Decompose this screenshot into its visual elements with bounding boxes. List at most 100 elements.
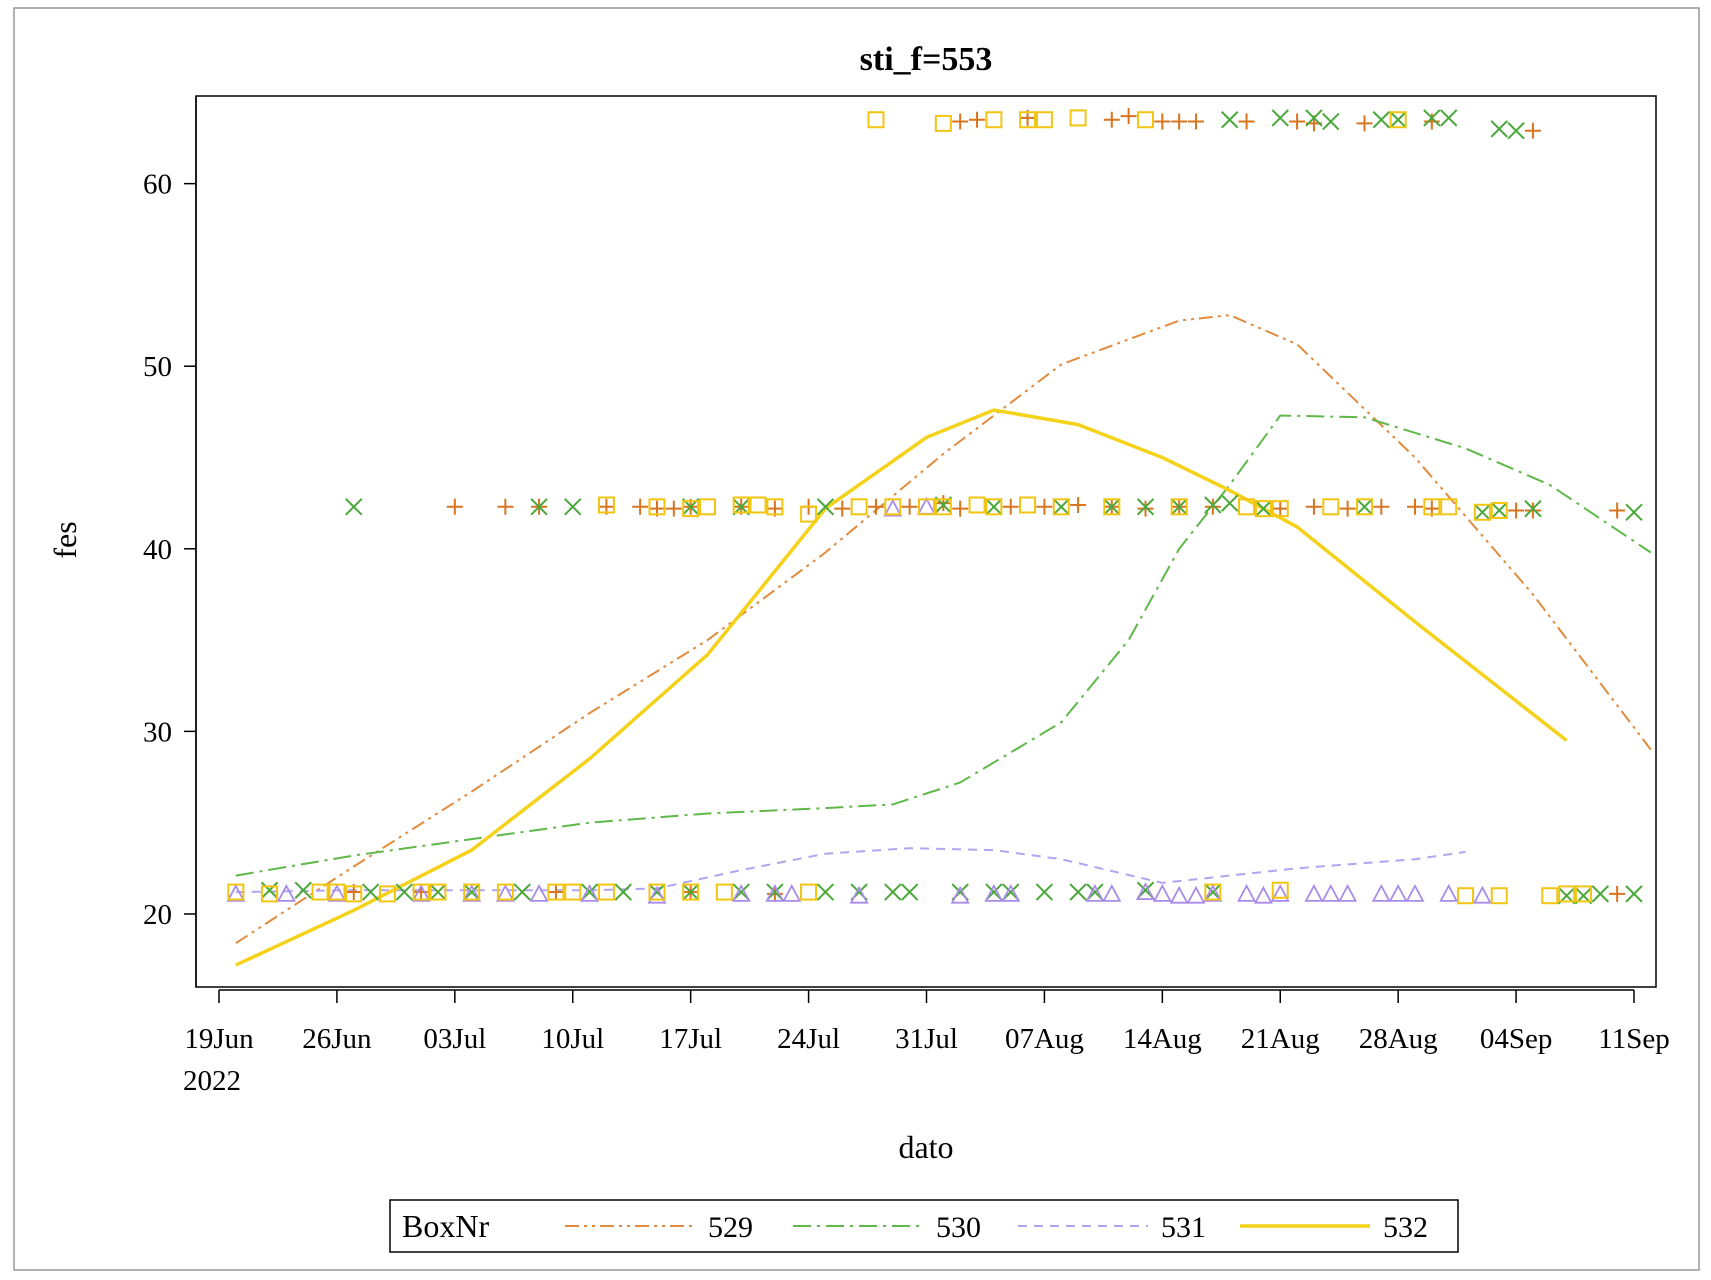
x-tick-label: 04Sep — [1480, 1023, 1553, 1055]
data-point-530 — [1322, 112, 1340, 131]
data-point-531 — [731, 883, 751, 902]
data-point-529 — [1609, 885, 1626, 902]
fit-line-532 — [235, 408, 1568, 967]
data-point-532 — [429, 883, 447, 901]
data-point-532 — [732, 496, 750, 514]
data-point-532 — [1490, 501, 1508, 519]
data-point-532 — [1490, 887, 1508, 905]
data-point-530 — [429, 883, 447, 901]
data-point-532 — [884, 498, 902, 516]
data-point-531 — [495, 883, 515, 902]
data-point-530 — [884, 883, 902, 901]
data-point-532 — [1019, 496, 1037, 514]
data-point-531 — [1237, 883, 1257, 902]
data-point-530 — [1625, 503, 1643, 521]
data-point-532 — [1558, 885, 1576, 903]
data-point-532 — [1271, 881, 1289, 899]
data-point-532 — [968, 496, 986, 514]
data-point-530 — [681, 883, 700, 901]
data-point-529 — [952, 113, 969, 130]
data-point-531 — [1203, 883, 1223, 902]
data-point-530 — [513, 883, 531, 901]
fit-lines-layer — [235, 314, 1652, 967]
data-point-532 — [766, 498, 784, 516]
legend-label-530: 530 — [936, 1211, 981, 1244]
data-point-532 — [699, 498, 717, 516]
data-point-531 — [1304, 883, 1324, 902]
data-point-532 — [749, 496, 767, 514]
data-point-531 — [1388, 883, 1408, 902]
data-point-529 — [1289, 113, 1306, 130]
data-point-532 — [1254, 500, 1272, 518]
data-point-532 — [463, 883, 481, 901]
data-point-529 — [632, 498, 649, 515]
data-point-529 — [1524, 122, 1541, 139]
x-axis: 19Jun 26Jun 03Jul 10Jul 17Jul 24Jul 31Jul 07Aug… — [184, 989, 1670, 1055]
legend: BoxNr 529 530 531 532 — [389, 1199, 1459, 1253]
y-tick-label: 40 — [143, 534, 172, 566]
data-point-530 — [1204, 496, 1222, 514]
data-point-529 — [1407, 498, 1424, 515]
data-point-530 — [900, 883, 919, 901]
data-point-531 — [1135, 882, 1155, 900]
data-point-529 — [665, 500, 682, 517]
data-point-532 — [1440, 498, 1458, 516]
data-point-530 — [816, 498, 835, 516]
data-point-529 — [497, 498, 514, 515]
legend-label-529: 529 — [708, 1211, 753, 1244]
data-point-531 — [1472, 885, 1492, 904]
data-point-532 — [934, 498, 952, 516]
data-point-531 — [226, 883, 246, 902]
data-point-529 — [969, 111, 986, 128]
data-point-529 — [952, 500, 969, 517]
data-point-532 — [1204, 883, 1222, 901]
data-point-530 — [530, 498, 548, 516]
data-point-531 — [276, 883, 296, 902]
data-point-532 — [1170, 498, 1188, 516]
data-point-529 — [1171, 113, 1188, 130]
data-point-530 — [1035, 883, 1054, 901]
data-point-531 — [1405, 883, 1425, 902]
data-point-529 — [1204, 498, 1221, 515]
x-tick-label: 07Aug — [1005, 1023, 1084, 1055]
data-point-532 — [985, 498, 1003, 516]
data-point-530 — [1355, 498, 1374, 516]
data-point-531 — [580, 883, 600, 902]
y-tick-label: 20 — [143, 899, 172, 931]
data-point-531 — [849, 885, 869, 904]
data-point-529 — [1188, 113, 1205, 130]
data-point-529 — [1508, 502, 1525, 519]
x-tick-label: 19Jun — [184, 1023, 254, 1055]
data-point-530 — [1372, 111, 1391, 129]
data-point-532 — [800, 883, 818, 901]
data-point-532 — [227, 883, 245, 901]
markers-layer — [226, 108, 1643, 905]
data-point-532 — [1541, 887, 1559, 905]
data-point-529 — [446, 498, 463, 515]
data-point-532 — [648, 883, 666, 901]
data-point-530 — [985, 498, 1003, 516]
x-tick-label: 31Jul — [895, 1023, 958, 1055]
data-point-532 — [1457, 887, 1475, 905]
fit-line-530 — [235, 414, 1652, 877]
data-point-531 — [883, 498, 903, 517]
data-point-531 — [529, 883, 549, 902]
data-point-531 — [765, 883, 785, 902]
data-point-531 — [1253, 885, 1273, 904]
data-point-532 — [547, 883, 565, 901]
data-point-529 — [766, 885, 783, 902]
data-point-530 — [1305, 109, 1323, 127]
data-point-529 — [1002, 498, 1019, 515]
data-point-530 — [1524, 499, 1542, 518]
data-point-529 — [867, 498, 884, 515]
data-point-530 — [1490, 501, 1508, 520]
chart-title: sti_f=553 — [860, 41, 993, 78]
data-point-532 — [1574, 885, 1592, 903]
data-point-530 — [1221, 494, 1239, 512]
data-point-531 — [782, 883, 802, 902]
data-point-532 — [985, 111, 1003, 129]
data-point-532 — [311, 883, 329, 901]
data-point-530 — [1423, 109, 1441, 127]
